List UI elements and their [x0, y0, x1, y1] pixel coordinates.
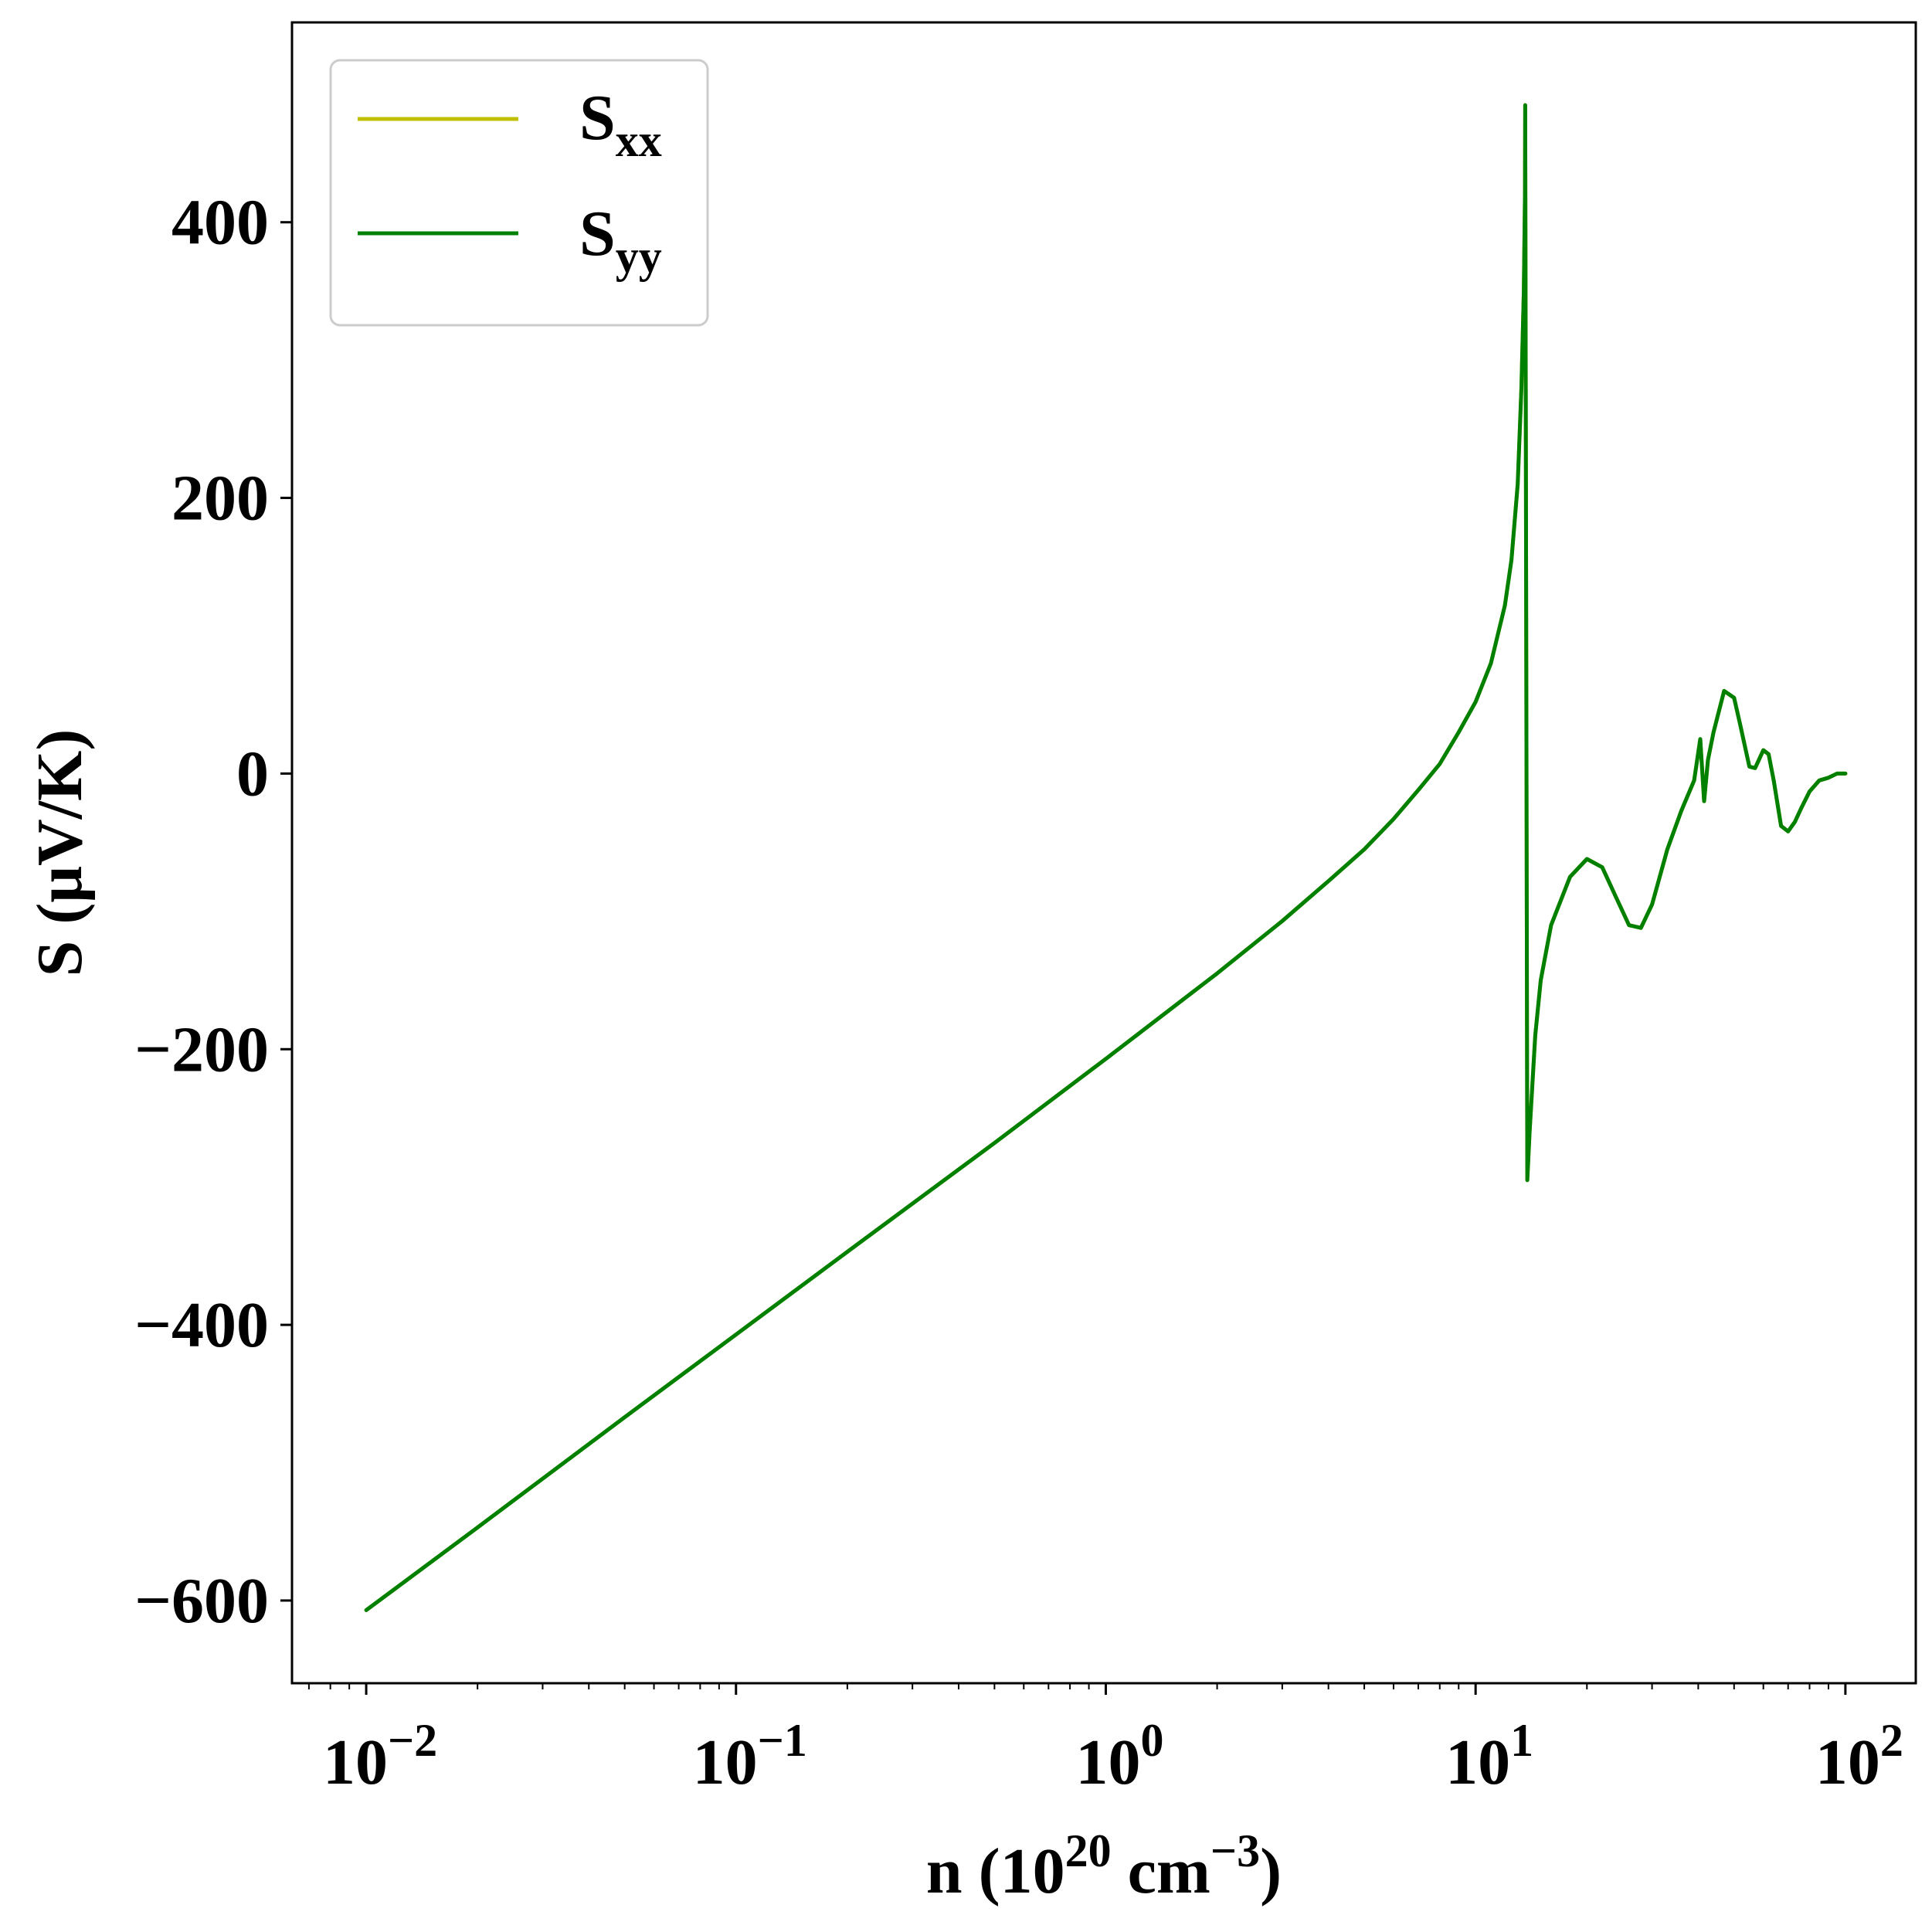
series-lines [364, 103, 1848, 1612]
legend-label-syy-base: S [579, 198, 616, 270]
legend-label-sxx-base: S [579, 82, 616, 154]
x-tick-label-exponent: 2 [1880, 1715, 1903, 1766]
x-tick-label-base: 10 [1815, 1726, 1880, 1798]
y-tick-label: 400 [171, 187, 269, 259]
x-tick-label-base: 10 [693, 1726, 758, 1798]
legend-label-sxx: Sxx [579, 82, 662, 166]
x-axis-label-base: n (10 [926, 1835, 1065, 1907]
legend-label-sxx-sub: xx [616, 115, 662, 166]
x-tick-label-base: 10 [1445, 1726, 1510, 1798]
legend-frame [329, 59, 709, 327]
x-tick-label-base: 10 [323, 1726, 388, 1798]
y-axis-ticks: 400 200 0 −200 −400 −600 [134, 187, 292, 1637]
y-tick-label: 200 [171, 463, 269, 535]
x-tick-label: 10−2 [323, 1715, 437, 1798]
x-tick-label-exponent: −2 [388, 1715, 437, 1766]
plot-frame [290, 21, 1917, 1685]
x-tick-label: 102 [1815, 1715, 1903, 1798]
y-axis-label: S (μV/K) [24, 729, 96, 977]
x-axis-label-tail: ) [1260, 1835, 1282, 1907]
y-tick-label: −600 [134, 1565, 269, 1637]
x-tick-label-exponent: 0 [1140, 1715, 1163, 1766]
legend-label-syy: Syy [579, 198, 662, 282]
x-tick-label-exponent: 1 [1510, 1715, 1533, 1766]
y-tick-label: 0 [236, 738, 269, 810]
x-axis-label-exp2: −3 [1210, 1825, 1260, 1876]
x-tick-label: 101 [1445, 1715, 1533, 1798]
x-tick-label: 100 [1075, 1715, 1163, 1798]
x-tick-label: 10−1 [693, 1715, 807, 1798]
x-tick-label-base: 10 [1075, 1726, 1140, 1798]
series-line-syy [364, 103, 1848, 1612]
legend-label-syy-sub: yy [616, 231, 662, 282]
legend: Sxx Syy [329, 59, 709, 327]
x-axis-label-exp1: 20 [1065, 1825, 1112, 1876]
x-tick-label-exponent: −1 [758, 1715, 807, 1766]
x-axis-ticks: 10−2 10−1 100 101 102 [307, 1683, 1903, 1798]
x-axis-label: n (1020 cm−3) [926, 1825, 1282, 1907]
y-tick-label: −200 [134, 1013, 269, 1085]
x-axis-label-mid: cm [1112, 1835, 1210, 1907]
y-tick-label: −400 [134, 1289, 269, 1361]
